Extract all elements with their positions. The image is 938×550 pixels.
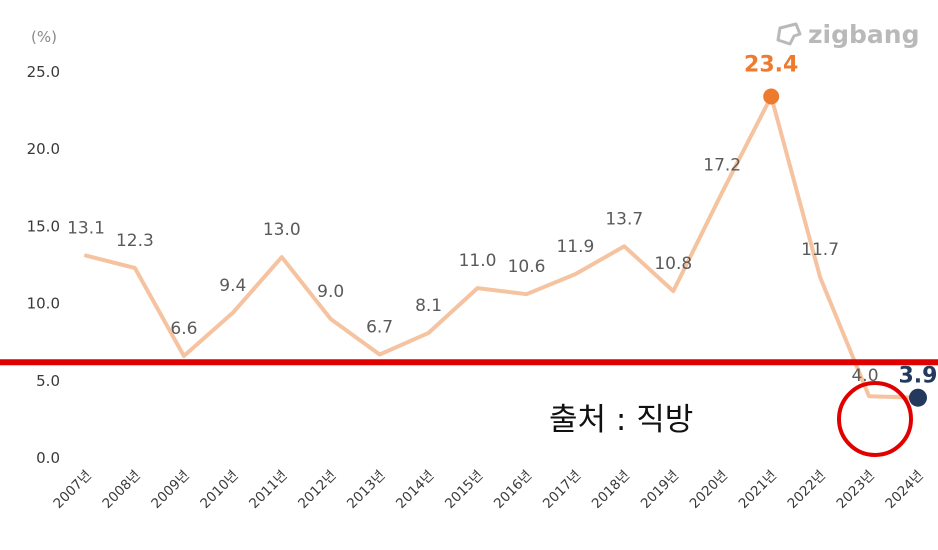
x-tick-label: 2010년 — [197, 468, 241, 512]
x-tick-label: 2024년 — [882, 468, 926, 512]
x-tick-label: 2015년 — [442, 468, 486, 512]
data-label: 12.3 — [116, 231, 154, 251]
y-tick-label: 10.0 — [27, 295, 60, 313]
highlight-circle — [837, 381, 913, 457]
markers — [763, 88, 927, 407]
data-label: 13.7 — [605, 209, 643, 229]
zigbang-logo-icon — [776, 22, 802, 46]
x-tick-label: 2022년 — [785, 468, 829, 512]
y-tick-label: 5.0 — [36, 372, 60, 390]
data-label: 13.1 — [67, 219, 105, 239]
x-tick-label: 2013년 — [344, 468, 388, 512]
x-tick-label: 2021년 — [736, 468, 780, 512]
data-label: 6.6 — [170, 319, 197, 339]
x-tick-label: 2019년 — [638, 468, 682, 512]
x-tick-label: 2011년 — [246, 468, 290, 512]
x-axis: 2007년 2008년 2009년 2010년 2011년 2012년 2013년 2014년… — [50, 468, 926, 512]
data-label: 10.8 — [654, 254, 692, 274]
data-label: 13.0 — [263, 220, 301, 240]
last-marker — [909, 388, 927, 407]
series-line — [84, 94, 920, 400]
data-label: 17.2 — [703, 155, 741, 175]
y-axis-unit: (%) — [31, 28, 57, 46]
y-tick-label: 20.0 — [27, 140, 60, 158]
x-tick-label: 2007년 — [50, 468, 94, 512]
x-tick-label: 2017년 — [540, 468, 584, 512]
x-tick-label: 2012년 — [295, 468, 339, 512]
data-label: 11.0 — [459, 251, 497, 271]
y-tick-label: 25.0 — [27, 63, 60, 81]
x-tick-label: 2023년 — [833, 468, 877, 512]
data-label: 11.7 — [801, 240, 839, 260]
x-tick-label: 2016년 — [491, 468, 535, 512]
data-label: 9.4 — [219, 276, 246, 296]
data-label: 11.9 — [556, 237, 594, 257]
data-label: 3.9 — [899, 364, 938, 389]
y-axis: 0.0 5.0 10.0 15.0 20.0 25.0 — [27, 63, 60, 467]
y-tick-label: 0.0 — [36, 449, 60, 467]
data-label: 23.4 — [744, 53, 798, 78]
x-tick-label: 2008년 — [99, 468, 143, 512]
x-tick-label: 2014년 — [393, 468, 437, 512]
x-tick-label: 2009년 — [148, 468, 192, 512]
data-label: 9.0 — [317, 282, 344, 302]
data-label: 10.6 — [508, 257, 546, 277]
brand-name: zigbang — [808, 20, 919, 49]
data-labels: 13.1 12.3 6.6 9.4 13.0 9.0 6.7 8.1 11.0 10.6 11.9 1… — [67, 53, 937, 389]
peak-marker — [763, 88, 780, 105]
data-label: 8.1 — [415, 296, 442, 316]
data-label: 6.7 — [366, 318, 393, 338]
x-tick-label: 2020년 — [687, 468, 731, 512]
x-tick-label: 2018년 — [589, 468, 633, 512]
source-annotation: 출처 : 직방 — [549, 402, 693, 438]
y-tick-label: 15.0 — [27, 217, 60, 235]
